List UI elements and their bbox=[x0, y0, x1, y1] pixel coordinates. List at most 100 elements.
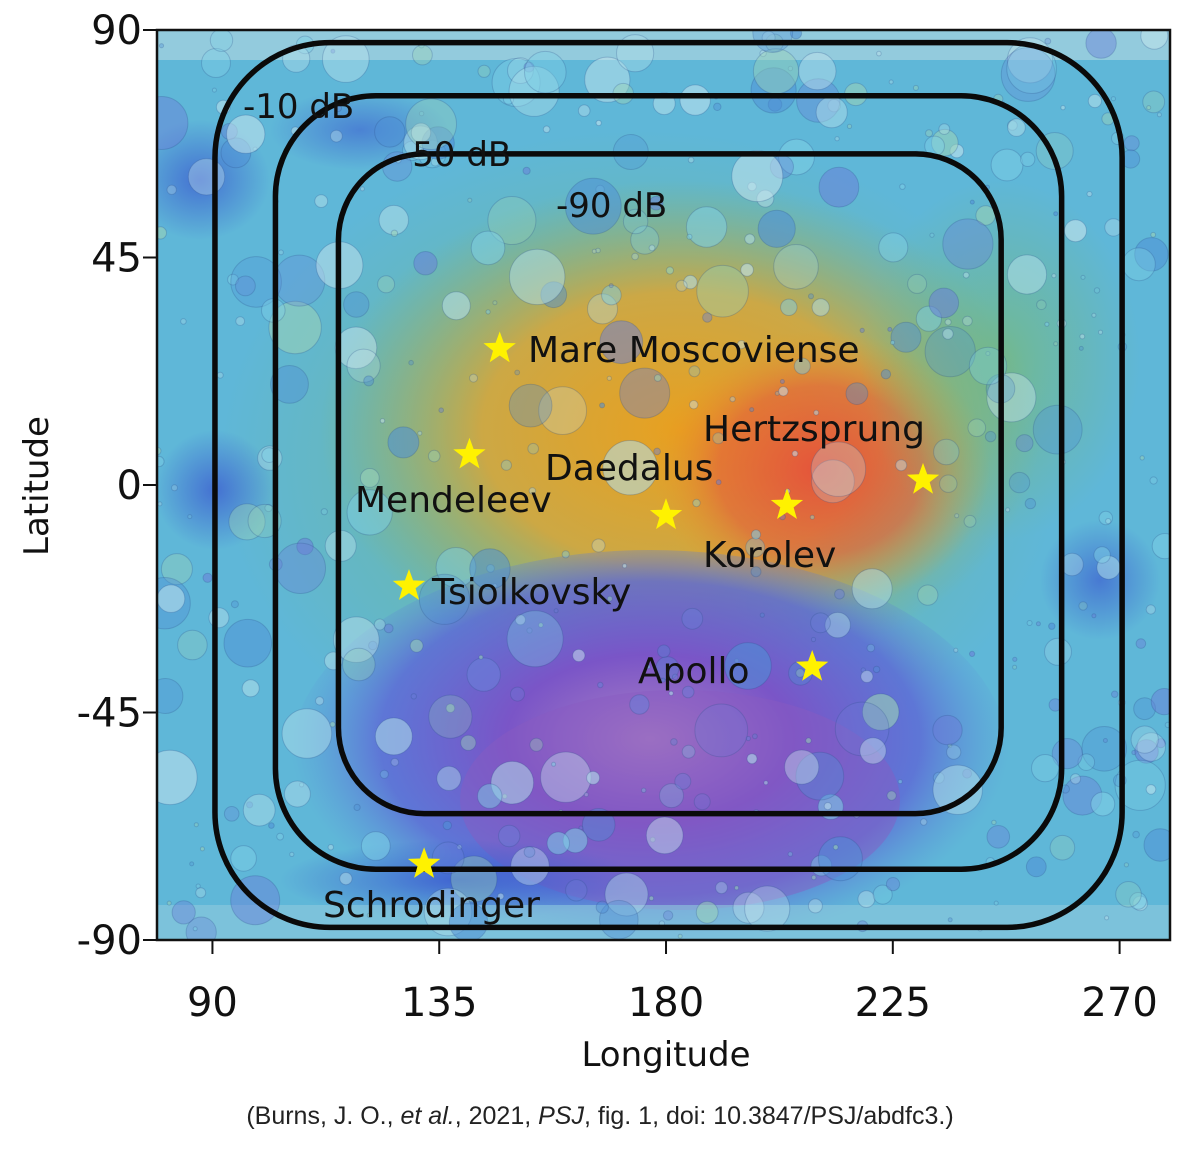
crater bbox=[595, 900, 609, 914]
star-icon-tsiolkovsky bbox=[392, 569, 426, 600]
crater bbox=[993, 900, 999, 906]
crater bbox=[662, 910, 674, 921]
crater bbox=[810, 612, 831, 634]
crater bbox=[757, 209, 796, 248]
crater bbox=[1104, 915, 1110, 921]
crater bbox=[689, 400, 699, 410]
crater bbox=[329, 721, 336, 728]
crater bbox=[522, 166, 531, 175]
crater bbox=[581, 808, 616, 842]
crater bbox=[1132, 830, 1140, 839]
x-axis-title: Longitude bbox=[581, 1035, 750, 1075]
crater bbox=[619, 367, 671, 419]
crater bbox=[1012, 664, 1018, 670]
crater bbox=[278, 249, 284, 256]
crater bbox=[1145, 604, 1156, 615]
crater bbox=[157, 678, 184, 714]
crater bbox=[1025, 856, 1047, 878]
crater bbox=[299, 782, 305, 788]
crater bbox=[602, 440, 658, 496]
crater bbox=[967, 418, 987, 438]
crater bbox=[687, 156, 695, 164]
y-tick-label: 0 bbox=[117, 463, 142, 509]
crater bbox=[157, 96, 189, 150]
crater bbox=[564, 177, 622, 235]
crater bbox=[264, 503, 273, 513]
crater bbox=[1135, 638, 1147, 649]
crater bbox=[487, 196, 537, 245]
crater bbox=[246, 801, 254, 809]
crater bbox=[448, 902, 489, 940]
crater bbox=[599, 320, 644, 365]
crater bbox=[942, 218, 994, 270]
crater bbox=[189, 861, 195, 867]
crater bbox=[177, 629, 208, 661]
crater bbox=[527, 442, 540, 455]
crater bbox=[1064, 219, 1087, 243]
crater bbox=[679, 84, 711, 116]
crater bbox=[514, 614, 526, 626]
crater bbox=[241, 679, 260, 698]
crater bbox=[832, 844, 839, 851]
crater bbox=[808, 293, 814, 300]
crater bbox=[729, 396, 736, 403]
crater bbox=[759, 49, 767, 58]
crater bbox=[1136, 732, 1167, 762]
crater bbox=[752, 48, 800, 95]
crater bbox=[780, 298, 798, 316]
crater bbox=[470, 230, 506, 266]
crater bbox=[1150, 231, 1157, 238]
crater bbox=[584, 56, 631, 103]
crater bbox=[383, 623, 394, 634]
crater bbox=[925, 129, 933, 138]
crater bbox=[339, 872, 353, 886]
crater bbox=[962, 315, 973, 327]
crater bbox=[506, 610, 564, 668]
crater bbox=[193, 822, 199, 828]
crater bbox=[202, 572, 213, 583]
crater bbox=[1151, 533, 1170, 560]
crater bbox=[157, 501, 163, 507]
crater bbox=[1142, 90, 1166, 114]
crater bbox=[763, 780, 769, 786]
crater bbox=[228, 503, 266, 541]
citation-middle: , 2021, bbox=[454, 1102, 539, 1130]
crater bbox=[681, 607, 704, 630]
crater bbox=[920, 818, 928, 826]
crater bbox=[1005, 507, 1011, 513]
star-icon-schrodinger bbox=[407, 847, 441, 878]
crater bbox=[235, 275, 256, 297]
crater bbox=[157, 749, 198, 806]
crater bbox=[591, 538, 606, 553]
crater bbox=[477, 64, 491, 78]
crater bbox=[1090, 791, 1116, 817]
crater bbox=[418, 573, 471, 625]
crater bbox=[895, 459, 908, 472]
crater bbox=[880, 369, 892, 380]
crater bbox=[281, 708, 333, 759]
crater bbox=[353, 803, 361, 812]
crater bbox=[732, 891, 765, 924]
crater bbox=[226, 114, 266, 154]
crater bbox=[665, 266, 675, 275]
crater bbox=[1123, 862, 1130, 868]
crater bbox=[490, 760, 535, 805]
crater bbox=[492, 300, 498, 306]
crater bbox=[498, 824, 521, 848]
crater bbox=[1049, 834, 1076, 861]
crater bbox=[885, 877, 901, 892]
crater bbox=[693, 793, 711, 811]
star-icon-mare-moscoviense bbox=[483, 331, 516, 363]
y-tick-label: 90 bbox=[91, 8, 142, 54]
crater bbox=[1079, 333, 1086, 340]
crater bbox=[523, 61, 535, 73]
crater bbox=[715, 479, 722, 486]
crater bbox=[333, 616, 380, 664]
crater bbox=[1086, 191, 1093, 197]
crater bbox=[968, 346, 1008, 386]
crater bbox=[897, 779, 903, 785]
crater bbox=[631, 252, 639, 261]
crater bbox=[289, 851, 295, 858]
crater bbox=[752, 30, 794, 53]
crater bbox=[932, 714, 963, 746]
